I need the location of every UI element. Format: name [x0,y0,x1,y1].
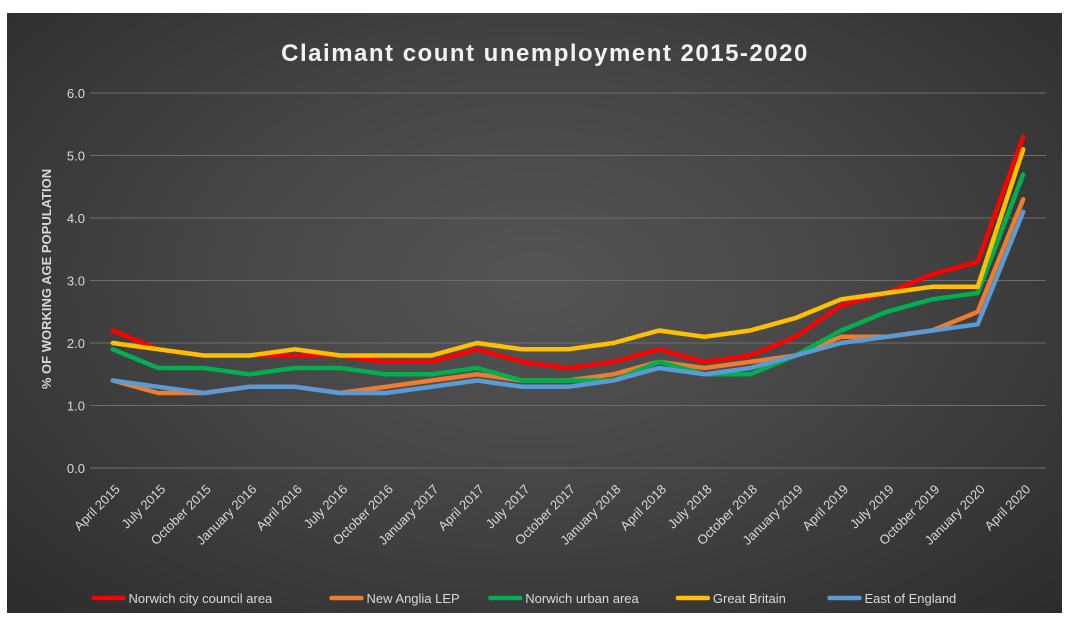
legend-label: New Anglia LEP [367,591,460,606]
y-tick-label: 1.0 [67,399,85,414]
series-line [110,197,1026,396]
legend-label: Great Britain [713,591,786,606]
line-chart: Claimant count unemployment 2015-2020 0.… [39,40,1046,606]
legend: Norwich city council area New Anglia LEP N… [91,591,957,606]
x-tick-label: April 2019 [799,482,851,534]
x-tick-label: April 2018 [617,482,669,534]
gridlines [90,92,1046,469]
legend-label: Norwich urban area [525,591,639,606]
y-tick-label: 4.0 [67,211,85,226]
series-line [110,134,1026,371]
chart-title: Claimant count unemployment 2015-2020 [281,40,809,67]
series-line [110,172,1026,383]
x-tick-label: April 2020 [981,482,1033,534]
x-tick-label: April 2015 [71,482,123,534]
y-axis-label: % OF WORKING AGE POPULATION [39,169,54,389]
y-axis-ticks: 0.0 1.0 2.0 3.0 4.0 5.0 6.0 [67,86,85,476]
legend-label: East of England [865,591,957,606]
y-tick-label: 6.0 [67,86,85,101]
y-tick-label: 2.0 [67,336,85,351]
series-line [110,209,1026,396]
legend-label: Norwich city council area [129,591,274,606]
series-line [110,147,1026,358]
y-tick-label: 3.0 [67,274,85,289]
y-tick-label: 0.0 [67,461,85,476]
x-tick-label: April 2016 [253,482,305,534]
x-tick-label: April 2017 [435,482,487,534]
chart-area: Claimant count unemployment 2015-2020 0.… [7,13,1062,613]
y-tick-label: 5.0 [67,149,85,164]
data-series [110,134,1026,396]
